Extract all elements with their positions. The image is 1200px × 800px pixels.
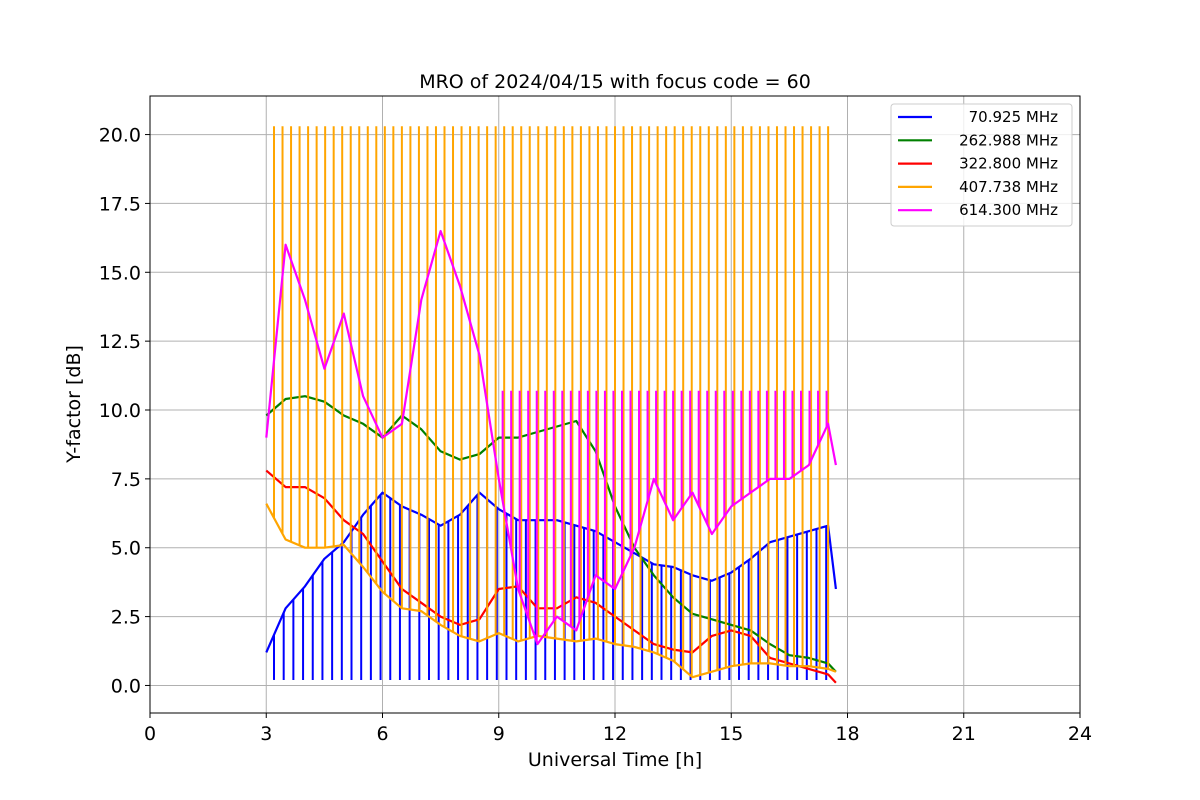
x-tick-label: 6 <box>376 723 388 745</box>
y-axis-label: Y-factor [dB] <box>63 345 85 464</box>
x-tick-label: 18 <box>835 723 859 745</box>
legend-label: 70.925 MHz <box>969 108 1058 126</box>
x-tick-label: 0 <box>144 723 156 745</box>
y-tick-label: 12.5 <box>99 331 141 353</box>
series-layer <box>265 126 837 684</box>
x-tick-label: 12 <box>603 723 627 745</box>
x-axis: 0 3 6 9 12 15 18 21 24 <box>144 713 1092 745</box>
chart-title: MRO of 2024/04/15 with focus code = 60 <box>419 71 811 93</box>
legend-label: 262.988 MHz <box>959 131 1058 149</box>
y-tick-label: 10.0 <box>99 400 141 422</box>
y-tick-label: 17.5 <box>99 193 141 215</box>
y-tick-label: 0.0 <box>111 675 141 697</box>
legend-label: 614.300 MHz <box>959 201 1058 219</box>
y-tick-label: 5.0 <box>111 538 141 560</box>
legend-box <box>890 103 1073 227</box>
legend-label: 407.738 MHz <box>959 178 1058 196</box>
legend-label: 322.800 MHz <box>959 155 1058 173</box>
y-tick-label: 7.5 <box>111 469 141 491</box>
y-tick-label: 20.0 <box>99 125 141 147</box>
y-tick-label: 15.0 <box>99 262 141 284</box>
x-tick-label: 15 <box>719 723 743 745</box>
x-tick-label: 9 <box>493 723 505 745</box>
x-axis-label: Universal Time [h] <box>528 749 702 771</box>
series-4 <box>265 229 837 646</box>
legend: 70.925 MHz 262.988 MHz 322.800 MHz 407.738 … <box>890 103 1073 227</box>
y-axis: 0.0 2.5 5.0 7.5 10.0 12.5 15.0 17.5 20.0 <box>99 125 150 697</box>
x-tick-label: 3 <box>260 723 272 745</box>
x-tick-label: 21 <box>952 723 976 745</box>
y-tick-label: 2.5 <box>111 607 141 629</box>
x-tick-label: 24 <box>1068 723 1092 745</box>
series-3 <box>265 126 837 679</box>
